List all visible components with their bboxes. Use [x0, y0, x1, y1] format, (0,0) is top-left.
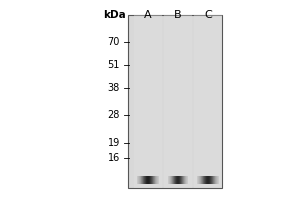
Text: A: A [144, 10, 152, 20]
Text: 70: 70 [108, 37, 120, 47]
Text: 16: 16 [108, 153, 120, 163]
Text: B: B [174, 10, 182, 20]
Text: kDa: kDa [103, 10, 126, 20]
Text: 38: 38 [108, 83, 120, 93]
Bar [164, 15, 192, 188]
Text: C: C [204, 10, 212, 20]
Text: 51: 51 [108, 60, 120, 70]
Text: 28: 28 [108, 110, 120, 120]
Bar [128, 15, 222, 188]
Bar [134, 15, 162, 188]
Text: 19: 19 [108, 138, 120, 148]
Bar [194, 15, 222, 188]
